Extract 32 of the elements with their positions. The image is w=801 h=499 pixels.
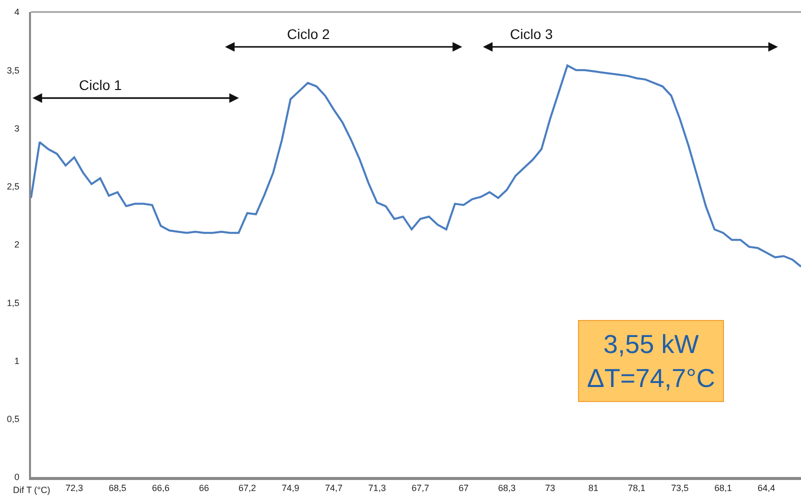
x-axis-title: Dif T (°C)	[13, 485, 50, 495]
y-tick-label: 0	[14, 472, 20, 482]
x-tick-label: 68,3	[498, 482, 516, 493]
x-tick-label: 67	[458, 482, 469, 493]
x-tick-label: 66	[199, 482, 210, 493]
annotation: Ciclo 2	[287, 26, 330, 42]
y-tick-label: 3	[14, 123, 20, 134]
x-tick-label: 71,3	[368, 482, 386, 493]
x-tick-label: 73,5	[671, 482, 689, 493]
x-tick-label: 74,7	[325, 482, 343, 493]
annotation: 3,55 kW ΔT=74,7°C	[587, 329, 716, 393]
x-tick-label: 74,9	[282, 482, 300, 493]
y-tick-label: 3,5	[6, 65, 20, 76]
y-tick-label: 2	[14, 240, 20, 250]
x-tick-label: 81	[588, 482, 598, 493]
x-tick-label: 68,1	[714, 482, 732, 493]
x-tick-label: 68,5	[108, 482, 126, 493]
y-tick-label: 1	[14, 356, 20, 366]
y-tick-label: 2,5	[6, 182, 20, 192]
x-tick-label: 78,1	[628, 482, 646, 493]
y-tick-label: 4	[14, 7, 20, 18]
x-tick-label: 72,3	[65, 482, 84, 493]
x-tick-label: 66,6	[152, 482, 170, 493]
annotation: Ciclo 3	[510, 26, 554, 42]
x-tick-label: 67,2	[238, 482, 256, 493]
annotation: Ciclo 1	[79, 77, 122, 93]
x-tick-label: 67,7	[412, 482, 430, 493]
y-tick-label: 1,5	[6, 298, 20, 308]
line-series	[31, 64, 801, 268]
x-tick-label: 73	[545, 482, 556, 493]
x-tick-label: 64,4	[758, 482, 776, 493]
y-tick-label: 0,5	[6, 414, 20, 424]
